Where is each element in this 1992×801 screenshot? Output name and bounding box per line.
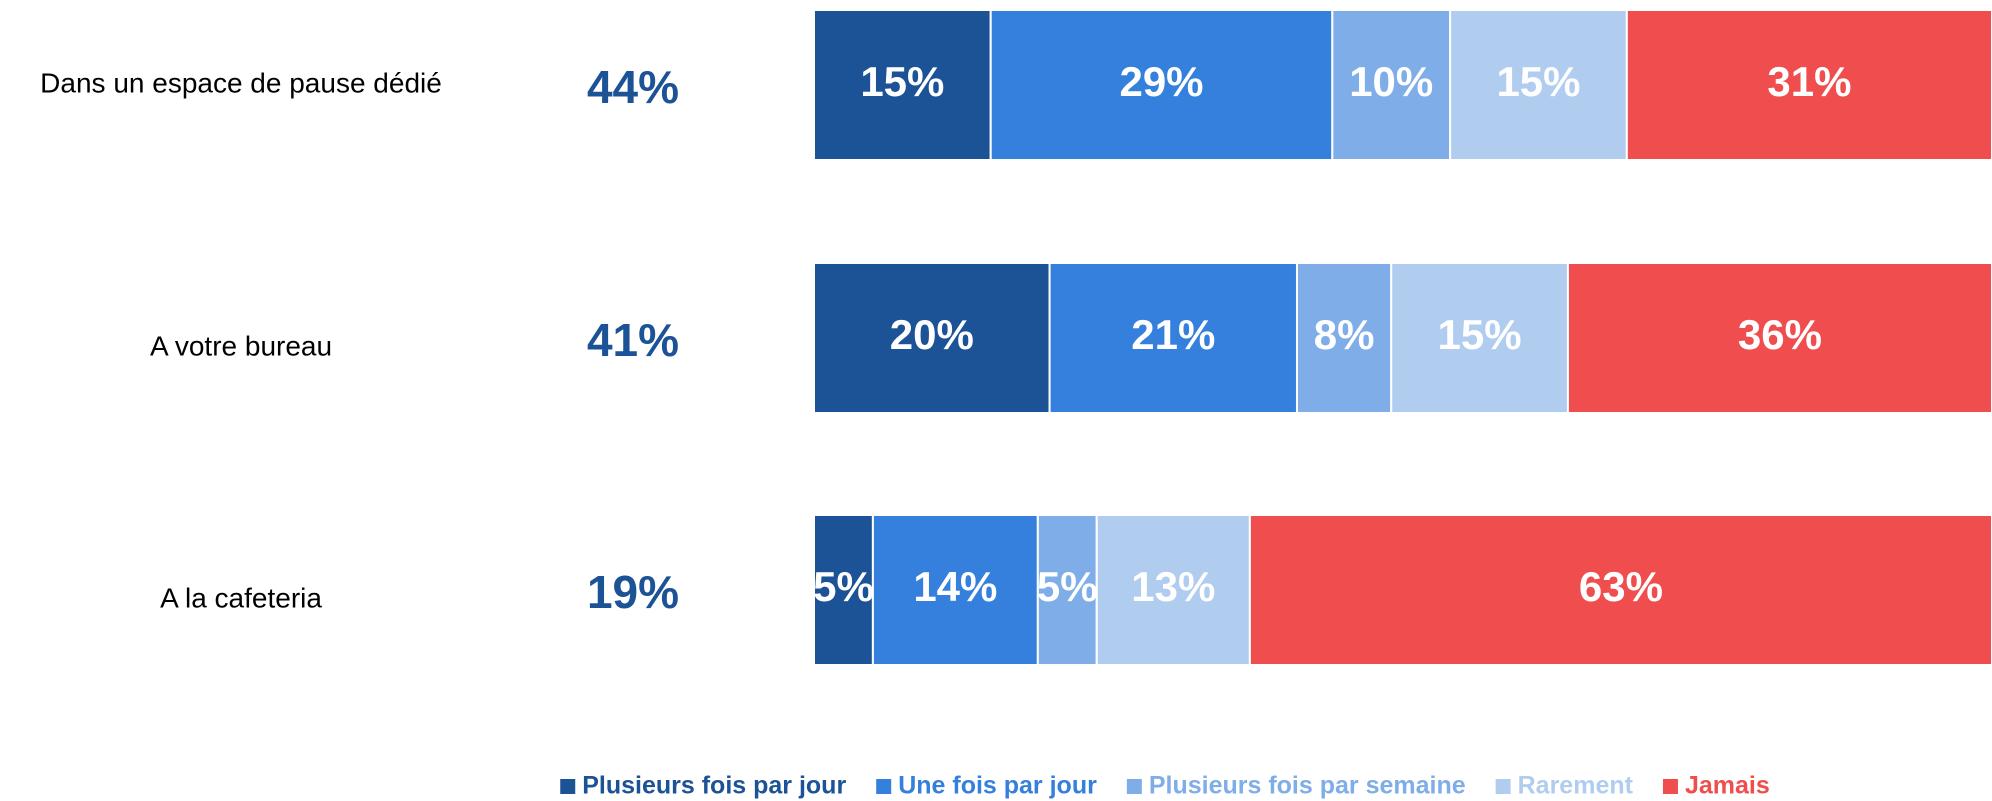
category-label: Dans un espace de pause dédié: [40, 67, 442, 98]
legend-swatch: [1662, 779, 1678, 794]
bar-segment: [1295, 262, 1393, 414]
segment-label: 36%: [1738, 311, 1822, 358]
legend-swatch: [1495, 779, 1511, 794]
legend-label: Une fois par jour: [898, 772, 1097, 800]
bar-segment: [1449, 9, 1628, 161]
bar-segment: [1248, 514, 1992, 666]
bar-segment: [813, 9, 992, 161]
bar-segment: [989, 9, 1334, 161]
legend-label: Plusieurs fois par semaine: [1149, 772, 1466, 800]
segment-label: 15%: [1438, 311, 1522, 358]
bar-segment: [813, 262, 1051, 414]
bar-segment: [1390, 262, 1569, 414]
segment-label: 14%: [913, 563, 997, 610]
bar-segment: [1036, 514, 1098, 666]
segment-label: 63%: [1579, 563, 1663, 610]
segment-label: 20%: [890, 311, 974, 358]
bar-segment: [1625, 9, 1992, 161]
segment-label: 10%: [1349, 58, 1433, 105]
total-label: 19%: [587, 566, 679, 618]
bar-segment: [1095, 514, 1251, 666]
segment-label: 8%: [1314, 311, 1375, 358]
bar-segment: [1048, 262, 1298, 414]
segment-label: 15%: [860, 58, 944, 105]
segment-label: 5%: [1037, 563, 1098, 610]
category-label: A la cafeteria: [160, 582, 322, 613]
legend-label: Jamais: [1685, 772, 1770, 800]
total-label: 41%: [587, 314, 679, 366]
segment-label: 5%: [813, 563, 874, 610]
legend-swatch: [1126, 779, 1142, 794]
legend-swatch: [560, 779, 576, 794]
bar-segment: [871, 514, 1039, 666]
segment-label: 21%: [1131, 311, 1215, 358]
segment-label: 13%: [1131, 563, 1215, 610]
legend-label: Rarement: [1518, 772, 1634, 800]
bar-segment: [813, 514, 874, 666]
legend-label: Plusieurs fois par jour: [582, 772, 846, 800]
segment-label: 29%: [1119, 58, 1203, 105]
total-label: 44%: [587, 61, 679, 113]
segment-label: 15%: [1496, 58, 1580, 105]
bar-segment: [1566, 262, 1992, 414]
legend-swatch: [876, 779, 892, 794]
bar-segment: [1331, 9, 1452, 161]
segment-label: 31%: [1767, 58, 1851, 105]
category-label: A votre bureau: [150, 330, 332, 361]
